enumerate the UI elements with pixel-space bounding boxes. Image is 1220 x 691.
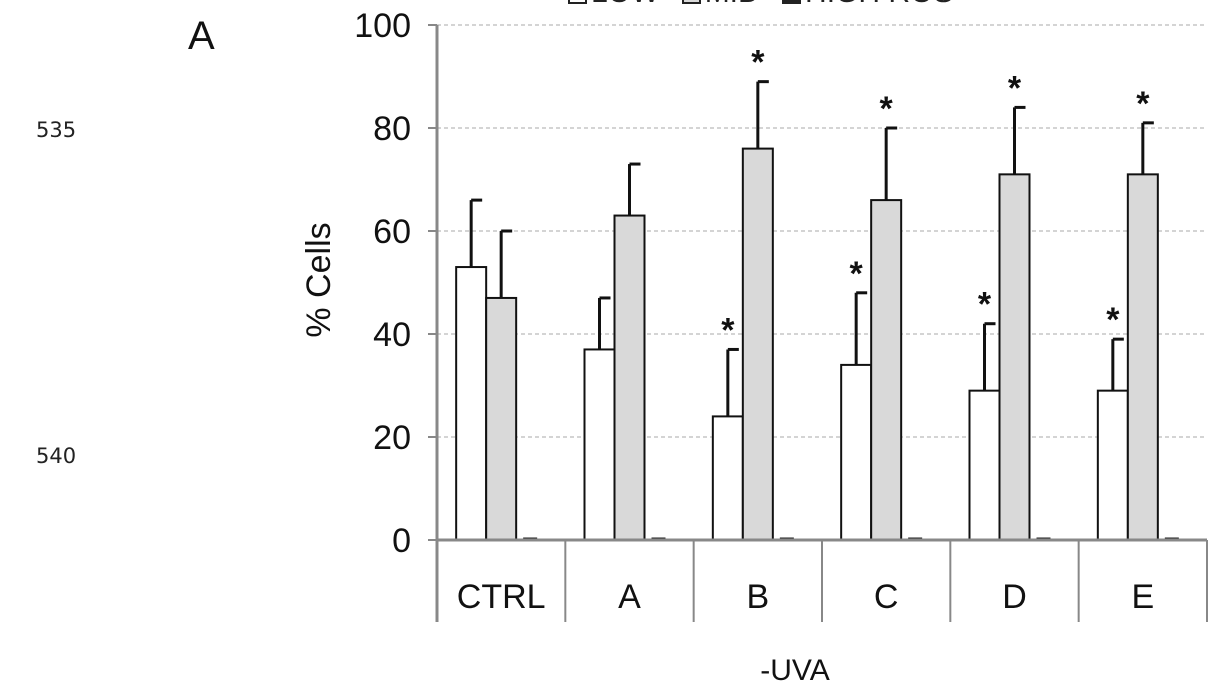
x-tick-label: CTRL [457, 578, 546, 616]
axis-labels: 0 20 40 60 80 100 CTRL A B C D E % Cells -UVA [300, 7, 1154, 687]
x-tick-label: E [1131, 578, 1154, 616]
y-tick-label: 40 [373, 316, 411, 354]
bar-mid [741, 147, 774, 541]
significance-star: * [1106, 301, 1120, 339]
bar-low [583, 348, 616, 542]
bar-mid [613, 214, 646, 542]
significance-star: * [1136, 85, 1150, 123]
legend-swatch-low [568, 0, 587, 4]
y-tick-label: 80 [373, 110, 411, 148]
legend-item-mid: MID [681, 0, 760, 9]
legend-item-high: HIGH ROS [782, 0, 953, 9]
bar-mid [870, 199, 903, 541]
bar-low [1096, 389, 1129, 541]
y-tick-label: 100 [354, 7, 411, 45]
x-tick-label: C [874, 578, 899, 616]
bar-low [968, 389, 1001, 541]
y-tick-label: 0 [392, 522, 411, 560]
x-axis-label: -UVA [760, 654, 829, 687]
y-tick-label: 60 [373, 213, 411, 251]
y-axis-label: % Cells [300, 222, 338, 337]
legend-item-low: LOW [568, 0, 659, 9]
legend-swatch-mid [681, 0, 701, 4]
significance-star: * [1008, 69, 1022, 107]
panel-label: A [188, 14, 215, 58]
legend-label-mid: MID [705, 0, 760, 9]
axes [428, 24, 1208, 622]
bar-mid [1126, 173, 1159, 541]
gridlines [437, 24, 1207, 438]
line-number: 535 [36, 118, 77, 142]
y-tick-label: 20 [373, 419, 411, 457]
significance-star: * [721, 311, 735, 349]
significance-star: * [850, 255, 864, 293]
line-number: 540 [36, 444, 77, 468]
significance-star: * [751, 44, 765, 82]
x-tick-label: D [1002, 578, 1027, 616]
legend-label-low: LOW [591, 0, 659, 9]
bar-mid [998, 173, 1031, 541]
bar-low [840, 363, 873, 541]
significance-markers: * * * * * * * * [721, 44, 1150, 350]
legend-swatch-high [782, 0, 802, 4]
legend-label-high: HIGH ROS [805, 0, 953, 9]
error-bars [469, 80, 1154, 417]
bar-low [711, 415, 744, 541]
significance-star: * [978, 286, 992, 324]
bar-mid [485, 296, 518, 542]
chart-legend: LOW MID HIGH ROS [568, 0, 967, 10]
x-tick-label: B [746, 578, 769, 616]
bar-low [455, 266, 488, 541]
significance-star: * [880, 90, 894, 128]
bars [455, 147, 1179, 542]
x-tick-label: A [618, 578, 641, 616]
